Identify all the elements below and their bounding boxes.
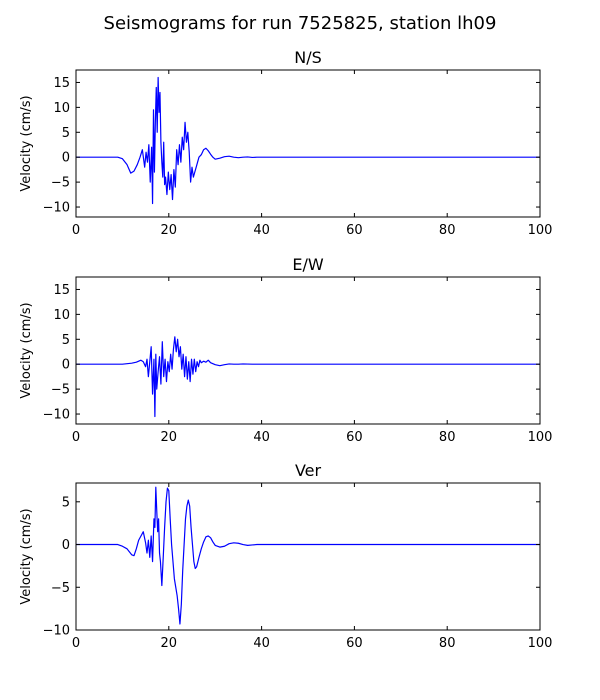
velocity-series-line xyxy=(76,76,540,205)
plot-frame xyxy=(75,482,541,631)
y-tick-label: 10 xyxy=(53,308,70,323)
y-tick-label: 5 xyxy=(62,333,70,348)
y-tick-label: 0 xyxy=(62,358,70,373)
y-tick-label: −5 xyxy=(51,383,70,398)
y-axis-label: Velocity (cm/s) xyxy=(19,95,34,191)
y-tick-label: 0 xyxy=(62,151,70,166)
x-tick-label: 0 xyxy=(72,636,80,651)
x-tick-label: 20 xyxy=(161,223,178,238)
x-tick-label: 40 xyxy=(253,223,270,238)
y-axis-label: Velocity (cm/s) xyxy=(19,508,34,604)
subplot-2: E/W Velocity (cm/s) 0 20 40 60 80 100 −10 −5 0 5 10 1… xyxy=(19,255,552,445)
plot-frame xyxy=(75,276,541,425)
y-tick-label: −10 xyxy=(43,624,70,639)
subplot-3: Ver Velocity (cm/s) 0 20 40 60 80 100 −10 −5 0 5 xyxy=(19,461,552,651)
subplot-title: N/S xyxy=(294,48,322,67)
x-tick-label: 80 xyxy=(439,636,456,651)
y-tick-label: 15 xyxy=(53,283,70,298)
x-tick-label: 100 xyxy=(528,223,553,238)
x-tick-label: 80 xyxy=(439,430,456,445)
y-tick-label: −5 xyxy=(51,581,70,596)
x-tick-label: 100 xyxy=(528,636,553,651)
plot-frame xyxy=(75,69,541,218)
subplot-title: E/W xyxy=(292,255,324,274)
y-tick-label: 5 xyxy=(62,495,70,510)
y-tick-label: 0 xyxy=(62,538,70,553)
x-tick-label: 60 xyxy=(346,430,363,445)
subplot-1: N/S Velocity (cm/s) 0 20 40 60 80 100 −10 −5 0 5 10 1… xyxy=(19,48,552,238)
x-tick-label: 80 xyxy=(439,223,456,238)
y-tick-label: 15 xyxy=(53,76,70,91)
x-tick-label: 60 xyxy=(346,223,363,238)
x-tick-label: 40 xyxy=(253,636,270,651)
subplot-title: Ver xyxy=(295,461,322,480)
x-tick-label: 0 xyxy=(72,430,80,445)
y-tick-label: −10 xyxy=(43,408,70,423)
figure-title: Seismograms for run 7525825, station lh0… xyxy=(104,13,497,34)
x-tick-label: 20 xyxy=(161,430,178,445)
velocity-series-line xyxy=(76,336,540,418)
y-tick-label: −10 xyxy=(43,201,70,216)
velocity-series-line xyxy=(76,486,540,625)
y-tick-label: 10 xyxy=(53,101,70,116)
x-tick-label: 60 xyxy=(346,636,363,651)
x-tick-label: 100 xyxy=(528,430,553,445)
x-tick-label: 0 xyxy=(72,223,80,238)
x-tick-label: 20 xyxy=(161,636,178,651)
y-axis-label: Velocity (cm/s) xyxy=(19,302,34,398)
y-tick-label: 5 xyxy=(62,126,70,141)
y-tick-label: −5 xyxy=(51,176,70,191)
x-tick-label: 40 xyxy=(253,430,270,445)
